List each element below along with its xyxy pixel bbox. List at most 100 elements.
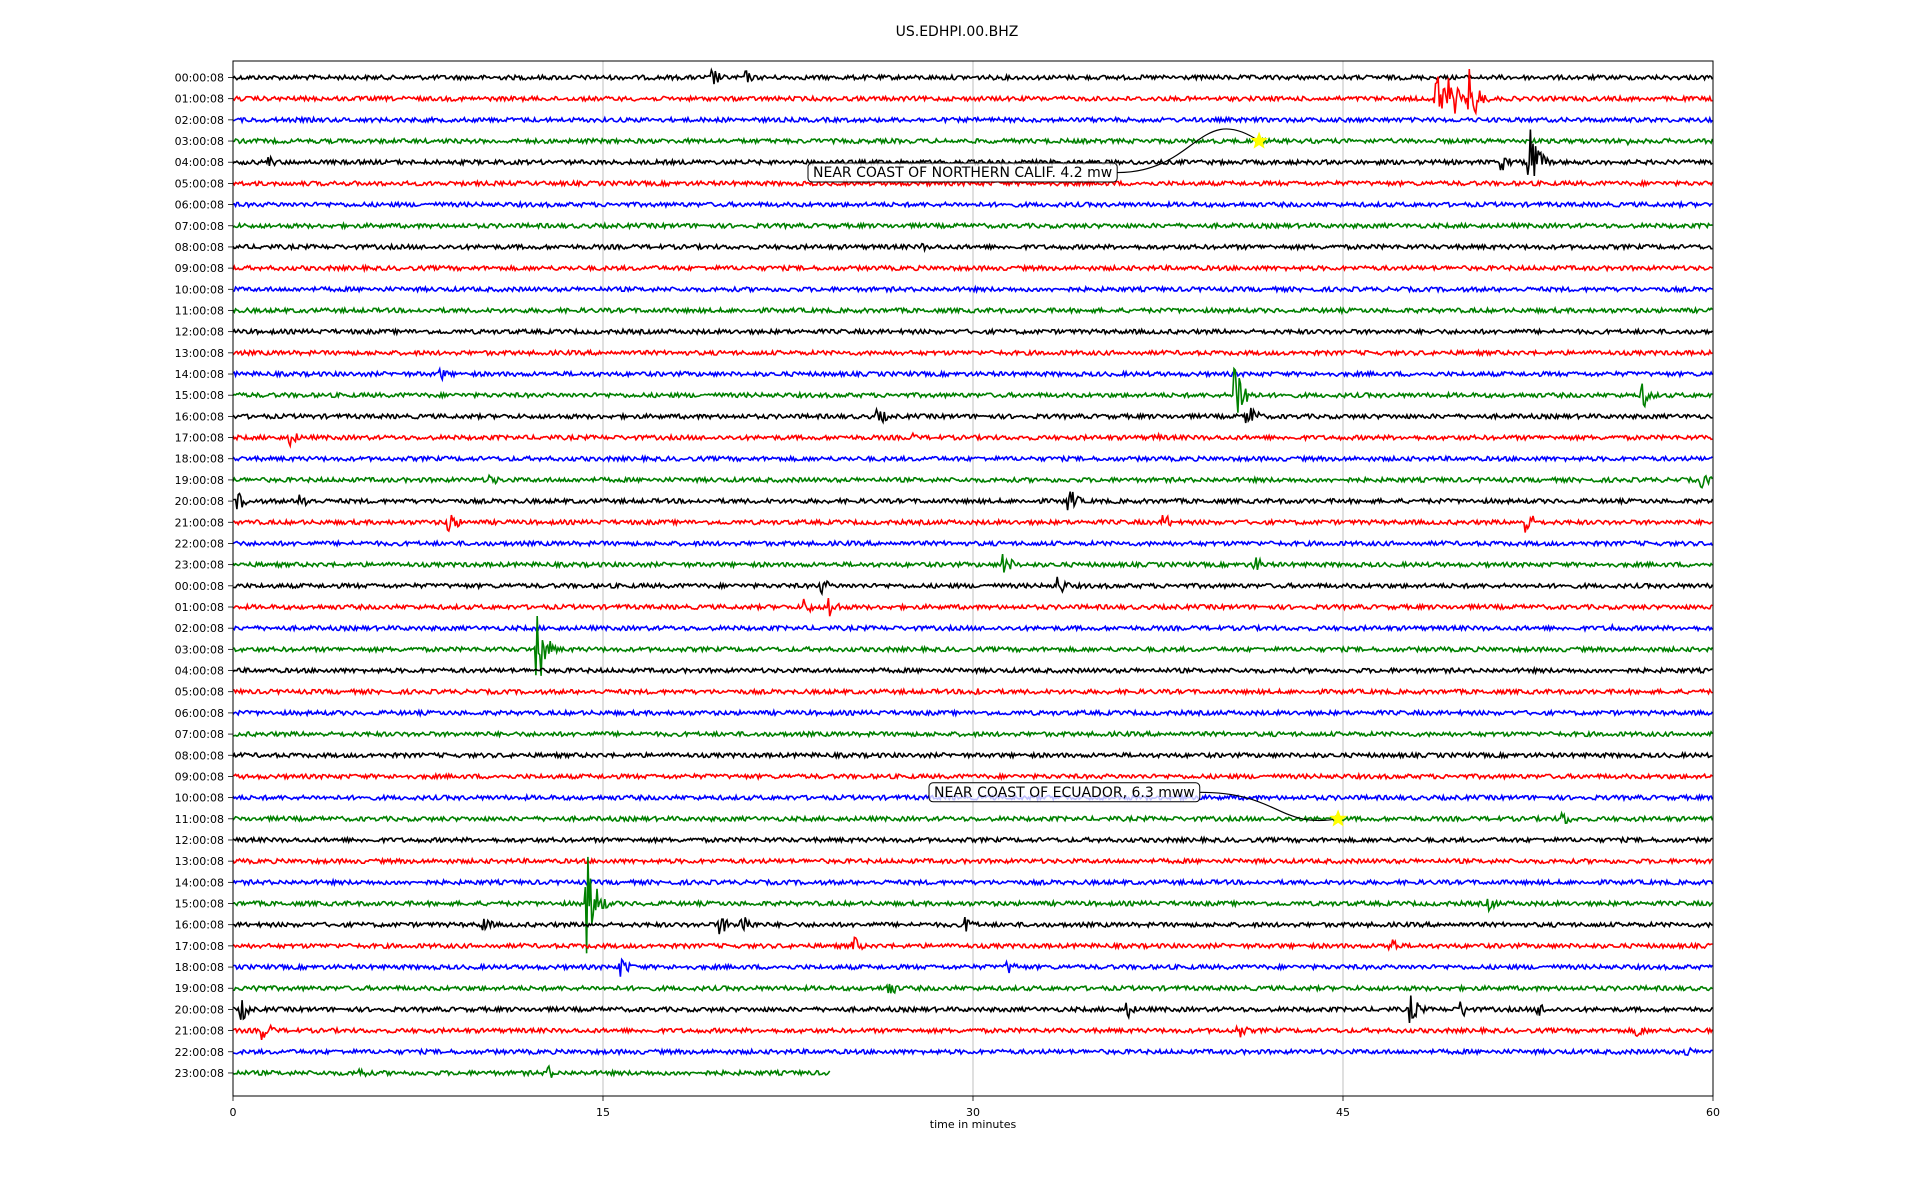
y-tick-label: 17:00:08 xyxy=(175,940,224,953)
y-tick-label: 13:00:08 xyxy=(175,347,224,360)
trace-row xyxy=(232,729,1714,739)
y-tick-label: 19:00:08 xyxy=(175,982,224,995)
trace-row xyxy=(232,366,1713,413)
y-tick-label: 10:00:08 xyxy=(175,283,224,296)
y-tick-label: 23:00:08 xyxy=(175,1067,224,1080)
y-tick-label: 05:00:08 xyxy=(175,686,224,699)
y-tick-label: 21:00:08 xyxy=(175,1025,224,1038)
y-tick-label: 20:00:08 xyxy=(175,495,224,508)
trace-rows xyxy=(232,67,1714,1078)
annotation-box xyxy=(807,162,1118,183)
y-tick-label: 01:00:08 xyxy=(175,601,224,614)
trace-row xyxy=(232,473,1714,489)
trace-row xyxy=(232,406,1713,425)
y-tick-label: 00:00:08 xyxy=(175,72,224,85)
x-tick-label: 30 xyxy=(966,1106,980,1119)
trace-row xyxy=(232,771,1713,782)
trace-row xyxy=(232,199,1713,210)
x-axis-label: time in minutes xyxy=(930,1118,1017,1131)
y-tick-label: 17:00:08 xyxy=(175,432,224,445)
y-tick-label: 09:00:08 xyxy=(175,262,224,275)
trace-row xyxy=(232,305,1713,316)
trace-row xyxy=(232,856,1714,954)
event-star-marker xyxy=(1329,809,1348,827)
y-tick-label: 03:00:08 xyxy=(175,135,224,148)
y-tick-label: 16:00:08 xyxy=(175,919,224,932)
trace-row xyxy=(232,665,1713,676)
trace-row xyxy=(232,810,1714,825)
y-tick-label: 14:00:08 xyxy=(175,368,224,381)
event-annotations: NEAR COAST OF NORTHERN CALIF. 4.2 mw NEAR… xyxy=(807,128,1348,827)
y-tick-label: 10:00:08 xyxy=(175,792,224,805)
y-tick-label: 12:00:08 xyxy=(175,834,224,847)
y-tick-label: 11:00:08 xyxy=(175,304,224,317)
trace-row xyxy=(232,539,1714,548)
annotation-box xyxy=(928,782,1201,803)
trace-row xyxy=(232,936,1713,952)
y-tick-label: 08:00:08 xyxy=(175,241,224,254)
trace-row xyxy=(233,284,1713,295)
y-tick-label: 19:00:08 xyxy=(175,474,224,487)
trace-row xyxy=(232,115,1714,125)
x-tick-label: 15 xyxy=(596,1106,610,1119)
trace-row xyxy=(232,916,1713,935)
y-tick-label: 22:00:08 xyxy=(175,1046,224,1059)
trace-row xyxy=(232,597,1713,617)
y-tick-label: 04:00:08 xyxy=(175,665,224,678)
trace-row xyxy=(232,454,1713,464)
trace-row xyxy=(232,1064,831,1078)
y-tick-label: 01:00:08 xyxy=(175,93,224,106)
y-tick-label: 04:00:08 xyxy=(175,156,224,169)
trace-row xyxy=(232,348,1713,358)
trace-row xyxy=(232,242,1713,254)
y-tick-label: 13:00:08 xyxy=(175,855,224,868)
trace-row xyxy=(232,514,1713,533)
y-tick-label: 23:00:08 xyxy=(175,559,224,572)
trace-row xyxy=(232,68,1713,116)
trace-row xyxy=(232,856,1713,866)
row-time-labels: 00:00:08 01:00:08 02:00:08 03:00:08 04:00:08… xyxy=(175,72,233,1080)
trace-row xyxy=(232,576,1714,597)
y-tick-label: 06:00:08 xyxy=(175,707,224,720)
trace-row xyxy=(232,687,1713,697)
trace-row xyxy=(232,750,1713,760)
trace-row xyxy=(232,431,1713,449)
y-tick-label: 12:00:08 xyxy=(175,326,224,339)
trace-row xyxy=(232,327,1713,337)
y-tick-label: 00:00:08 xyxy=(175,580,224,593)
trace-row xyxy=(232,491,1714,511)
trace-row xyxy=(232,708,1714,718)
y-tick-label: 03:00:08 xyxy=(175,643,224,656)
annotation-leader xyxy=(1199,791,1339,822)
trace-row xyxy=(232,263,1713,274)
y-tick-label: 14:00:08 xyxy=(175,876,224,889)
vertical-gridlines xyxy=(602,61,1344,1096)
trace-row xyxy=(232,129,1713,177)
x-tick-label: 45 xyxy=(1336,1106,1350,1119)
trace-row xyxy=(232,1046,1713,1057)
trace-row xyxy=(232,136,1714,147)
y-tick-label: 11:00:08 xyxy=(175,813,224,826)
annotation-leader xyxy=(1117,128,1260,174)
y-tick-label: 09:00:08 xyxy=(175,770,224,783)
trace-row xyxy=(232,835,1713,845)
y-tick-label: 20:00:08 xyxy=(175,1003,224,1016)
chart-title: US.EDHPI.00.BHZ xyxy=(896,24,1019,40)
y-tick-label: 06:00:08 xyxy=(175,199,224,212)
annotation-text: NEAR COAST OF NORTHERN CALIF. 4.2 mw xyxy=(813,165,1112,181)
y-tick-label: 02:00:08 xyxy=(175,622,224,635)
trace-row xyxy=(233,983,1713,995)
y-tick-label: 22:00:08 xyxy=(175,537,224,550)
event-star-marker xyxy=(1250,131,1269,149)
y-tick-label: 21:00:08 xyxy=(175,516,224,529)
trace-row xyxy=(232,220,1713,231)
trace-row xyxy=(232,622,1714,633)
y-tick-label: 18:00:08 xyxy=(175,453,224,466)
trace-row xyxy=(232,1023,1714,1041)
trace-row xyxy=(232,366,1714,383)
y-tick-label: 16:00:08 xyxy=(175,410,224,423)
trace-row xyxy=(232,178,1714,189)
y-tick-label: 02:00:08 xyxy=(175,114,224,127)
trace-row xyxy=(232,553,1714,573)
